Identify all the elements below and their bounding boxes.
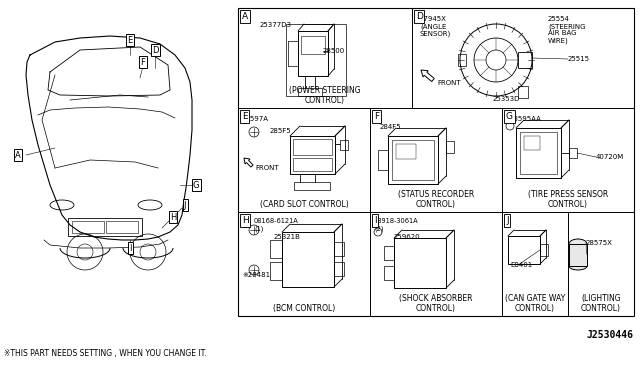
Bar bbox=[392, 140, 434, 180]
Bar bbox=[294, 182, 330, 190]
FancyArrow shape bbox=[421, 70, 435, 81]
Bar bbox=[293, 139, 332, 155]
Text: F: F bbox=[141, 58, 145, 67]
Bar bbox=[388, 136, 438, 184]
Text: F: F bbox=[374, 112, 379, 121]
Bar bbox=[516, 128, 561, 178]
Bar bbox=[384, 246, 394, 260]
Text: (TIRE PRESS SENSOR
CONTROL): (TIRE PRESS SENSOR CONTROL) bbox=[528, 190, 608, 209]
Text: ※THIS PART NEEDS SETTING , WHEN YOU CHANGE IT.: ※THIS PART NEEDS SETTING , WHEN YOU CHAN… bbox=[4, 349, 207, 358]
Bar bbox=[286, 24, 346, 96]
Bar bbox=[518, 86, 528, 98]
Text: 28597A: 28597A bbox=[242, 116, 269, 122]
Text: FRONT: FRONT bbox=[255, 165, 278, 171]
Text: WIRE): WIRE) bbox=[548, 37, 569, 44]
Text: (POWER STEERING
CONTROL): (POWER STEERING CONTROL) bbox=[289, 86, 361, 105]
Text: D: D bbox=[416, 12, 423, 21]
Text: (BCM CONTROL): (BCM CONTROL) bbox=[273, 304, 335, 313]
Text: H: H bbox=[170, 212, 176, 221]
Text: 28595AA: 28595AA bbox=[510, 116, 542, 122]
Bar bbox=[569, 148, 577, 158]
Text: J2530446: J2530446 bbox=[587, 330, 634, 340]
Bar bbox=[238, 8, 634, 316]
Text: J: J bbox=[506, 216, 509, 225]
Bar bbox=[301, 36, 325, 54]
Bar bbox=[340, 140, 348, 150]
Text: J: J bbox=[184, 201, 186, 209]
Text: (1): (1) bbox=[254, 225, 264, 231]
Bar bbox=[458, 54, 466, 66]
Text: 40720M: 40720M bbox=[596, 154, 624, 160]
Text: 284F5: 284F5 bbox=[380, 124, 402, 130]
Bar bbox=[290, 136, 335, 174]
Text: (STATUS RECORDER
CONTROL): (STATUS RECORDER CONTROL) bbox=[398, 190, 474, 209]
Bar bbox=[106, 221, 138, 233]
Bar bbox=[518, 52, 532, 68]
Bar bbox=[68, 218, 142, 236]
Bar bbox=[270, 262, 282, 280]
Bar bbox=[298, 31, 328, 76]
Text: 285F5: 285F5 bbox=[270, 128, 292, 134]
Text: SENSOR): SENSOR) bbox=[420, 30, 451, 36]
Text: 25377D3: 25377D3 bbox=[260, 22, 292, 28]
Text: D: D bbox=[152, 45, 158, 55]
Text: AIR BAG: AIR BAG bbox=[548, 30, 577, 36]
Bar bbox=[446, 141, 454, 153]
Text: 25554: 25554 bbox=[548, 16, 570, 22]
Text: 08918-3061A: 08918-3061A bbox=[374, 218, 419, 224]
Bar bbox=[384, 266, 394, 280]
Text: 25321B: 25321B bbox=[274, 234, 301, 240]
Text: E8401: E8401 bbox=[510, 262, 532, 268]
Text: E: E bbox=[127, 35, 132, 45]
Bar bbox=[520, 132, 557, 174]
Text: I: I bbox=[374, 216, 376, 225]
Text: (2): (2) bbox=[374, 225, 383, 231]
Text: 259620: 259620 bbox=[394, 234, 420, 240]
Bar bbox=[569, 244, 587, 266]
Text: 25353D: 25353D bbox=[493, 96, 520, 102]
Ellipse shape bbox=[569, 239, 587, 249]
Bar bbox=[334, 262, 344, 276]
Text: (CAN GATE WAY
CONTROL): (CAN GATE WAY CONTROL) bbox=[505, 294, 565, 313]
Text: E: E bbox=[242, 112, 248, 121]
Text: G: G bbox=[506, 112, 513, 121]
Text: (ANGLE: (ANGLE bbox=[420, 23, 446, 29]
Text: ※28481: ※28481 bbox=[242, 272, 270, 278]
Bar bbox=[378, 150, 388, 170]
Bar bbox=[524, 136, 540, 150]
Bar bbox=[282, 232, 334, 287]
Bar bbox=[508, 236, 540, 264]
Text: 28500: 28500 bbox=[323, 48, 345, 54]
Bar bbox=[334, 242, 344, 256]
Text: 47945X: 47945X bbox=[420, 16, 447, 22]
Bar bbox=[396, 144, 416, 159]
Text: (STEERING: (STEERING bbox=[548, 23, 586, 29]
Text: G: G bbox=[193, 180, 199, 189]
Text: A: A bbox=[242, 12, 248, 21]
Text: I: I bbox=[129, 244, 131, 253]
Ellipse shape bbox=[569, 262, 587, 270]
Bar bbox=[394, 238, 446, 288]
Bar bbox=[72, 221, 104, 233]
Text: A: A bbox=[15, 151, 21, 160]
Bar bbox=[298, 88, 322, 96]
Text: FRONT: FRONT bbox=[437, 80, 461, 86]
Text: 28575X: 28575X bbox=[586, 240, 613, 246]
Text: H: H bbox=[242, 216, 249, 225]
Text: (SHOCK ABSORBER
CONTROL): (SHOCK ABSORBER CONTROL) bbox=[399, 294, 473, 313]
Text: 08168-6121A: 08168-6121A bbox=[254, 218, 299, 224]
Bar bbox=[540, 244, 548, 256]
FancyArrow shape bbox=[244, 158, 253, 167]
Text: (LIGHTING
CONTROL): (LIGHTING CONTROL) bbox=[581, 294, 621, 313]
Text: 25515: 25515 bbox=[568, 56, 590, 62]
Bar bbox=[293, 158, 332, 171]
Text: (CARD SLOT CONTROL): (CARD SLOT CONTROL) bbox=[260, 200, 348, 209]
Bar bbox=[270, 240, 282, 258]
